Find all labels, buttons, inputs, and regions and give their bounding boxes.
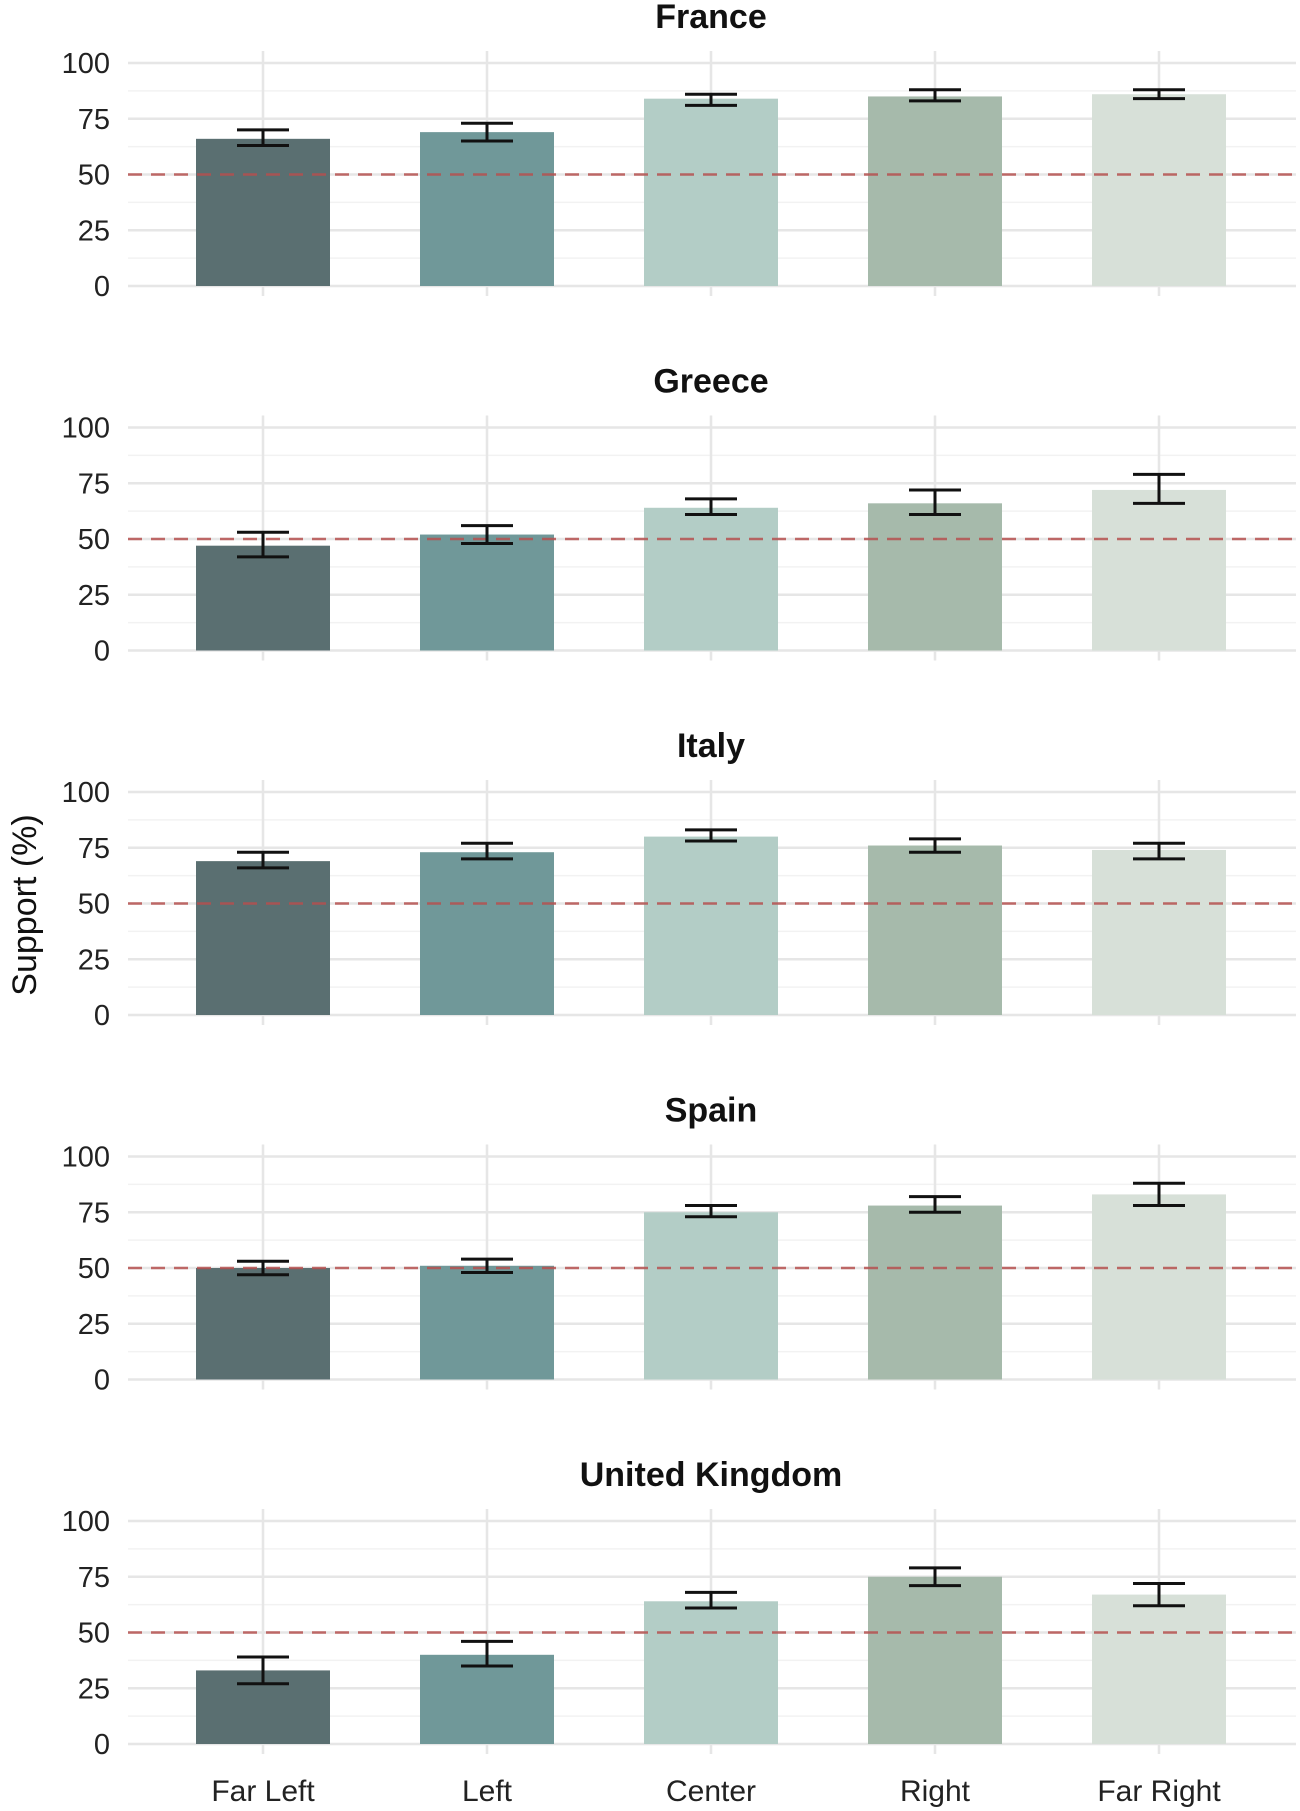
error-bar-france-right [909, 88, 961, 103]
bar-greece-far-left [196, 545, 330, 651]
y-tick-label: 100 [62, 48, 110, 80]
error-bar-spain-right [909, 1195, 961, 1214]
error-bar-united-kingdom-center [685, 1590, 737, 1610]
y-tick-label: 100 [62, 777, 110, 809]
bar-united-kingdom-left [420, 1654, 554, 1744]
error-bar-france-far-right [1133, 88, 1185, 101]
error-bar-spain-far-left [237, 1259, 289, 1277]
error-bar-spain-far-right [1133, 1181, 1185, 1208]
error-bar-france-far-left [237, 128, 289, 148]
error-bar-greece-right [909, 488, 961, 516]
bar-greece-right [868, 503, 1002, 651]
y-tick-label: 25 [78, 215, 110, 247]
bar-france-right [868, 96, 1002, 286]
error-bar-france-center [685, 92, 737, 107]
error-bar-united-kingdom-far-left [237, 1655, 289, 1686]
panel-greece: Greece 0 25 50 75 100 [62, 363, 1296, 668]
panel-title: United Kingdom [580, 1456, 843, 1494]
y-tick-label: 50 [78, 889, 110, 921]
bar-italy-left [420, 852, 554, 1015]
error-bar-greece-center [685, 497, 737, 516]
y-tick-label: 75 [78, 1562, 110, 1594]
bar-france-far-right [1092, 94, 1226, 286]
bar-united-kingdom-center [644, 1601, 778, 1744]
x-tick-label-left: Left [462, 1775, 513, 1808]
error-bar-italy-far-right [1133, 841, 1185, 861]
panel-title: Greece [653, 363, 768, 401]
panel-title: Italy [677, 727, 745, 765]
y-tick-label: 25 [78, 580, 110, 612]
y-tick-label: 75 [78, 1197, 110, 1229]
y-axis-title: Support (%) [6, 814, 44, 995]
bar-spain-far-right [1092, 1194, 1226, 1380]
error-bar-italy-left [461, 841, 513, 861]
panel-title: France [655, 0, 767, 36]
y-tick-label: 0 [94, 1000, 110, 1032]
panels-group: France 0 25 50 75 100 Greece 0 25 50 75 100 Italy 0 25… [62, 0, 1296, 1761]
bar-italy-right [868, 845, 1002, 1015]
error-bar-italy-far-left [237, 850, 289, 870]
error-bar-united-kingdom-left [461, 1639, 513, 1668]
y-tick-label: 0 [94, 271, 110, 303]
error-bar-greece-far-left [237, 530, 289, 559]
y-tick-label: 25 [78, 944, 110, 976]
bar-france-far-left [196, 138, 330, 286]
bar-spain-center [644, 1212, 778, 1380]
bar-greece-far-right [1092, 489, 1226, 651]
y-tick-label: 0 [94, 1365, 110, 1397]
error-bar-italy-right [909, 837, 961, 854]
error-bar-united-kingdom-right [909, 1566, 961, 1588]
y-tick-label: 0 [94, 1729, 110, 1761]
panel-title: Spain [665, 1092, 758, 1130]
x-tick-label-far-left: Far Left [211, 1775, 315, 1808]
x-axis-labels: Far Left Left Center Right Far Right [211, 1775, 1221, 1808]
y-tick-label: 50 [78, 160, 110, 192]
bar-france-center [644, 98, 778, 287]
bar-greece-left [420, 534, 554, 651]
x-tick-label-center: Center [666, 1775, 756, 1808]
y-tick-label: 100 [62, 1506, 110, 1538]
bar-united-kingdom-far-right [1092, 1594, 1226, 1744]
error-bar-spain-left [461, 1257, 513, 1274]
y-tick-label: 50 [78, 1618, 110, 1650]
error-bar-greece-left [461, 524, 513, 545]
bar-france-left [420, 132, 554, 286]
y-tick-label: 100 [62, 1142, 110, 1174]
error-bar-united-kingdom-far-right [1133, 1581, 1185, 1608]
bar-italy-center [644, 836, 778, 1015]
error-bar-spain-center [685, 1204, 737, 1219]
bar-greece-center [644, 507, 778, 651]
y-tick-label: 75 [78, 468, 110, 500]
bar-italy-far-right [1092, 849, 1226, 1015]
y-tick-label: 50 [78, 524, 110, 556]
x-tick-label-far-right: Far Right [1097, 1775, 1221, 1808]
error-bar-italy-center [685, 828, 737, 843]
y-tick-label: 100 [62, 413, 110, 445]
y-tick-label: 75 [78, 833, 110, 865]
error-bar-france-left [461, 121, 513, 143]
bar-spain-left [420, 1265, 554, 1380]
y-tick-label: 0 [94, 636, 110, 668]
panel-spain: Spain 0 25 50 75 100 [62, 1092, 1296, 1397]
y-tick-label: 50 [78, 1253, 110, 1285]
panel-united-kingdom: United Kingdom 0 25 50 75 100 [62, 1456, 1296, 1761]
y-tick-label: 25 [78, 1309, 110, 1341]
bar-italy-far-left [196, 861, 330, 1015]
panel-france: France 0 25 50 75 100 [62, 0, 1296, 303]
panel-italy: Italy 0 25 50 75 100 [62, 727, 1296, 1032]
bar-spain-far-left [196, 1268, 330, 1380]
y-tick-label: 25 [78, 1673, 110, 1705]
x-tick-label-right: Right [900, 1775, 971, 1808]
bar-spain-right [868, 1205, 1002, 1380]
bar-united-kingdom-right [868, 1576, 1002, 1744]
y-tick-label: 75 [78, 104, 110, 136]
error-bar-greece-far-right [1133, 472, 1185, 505]
